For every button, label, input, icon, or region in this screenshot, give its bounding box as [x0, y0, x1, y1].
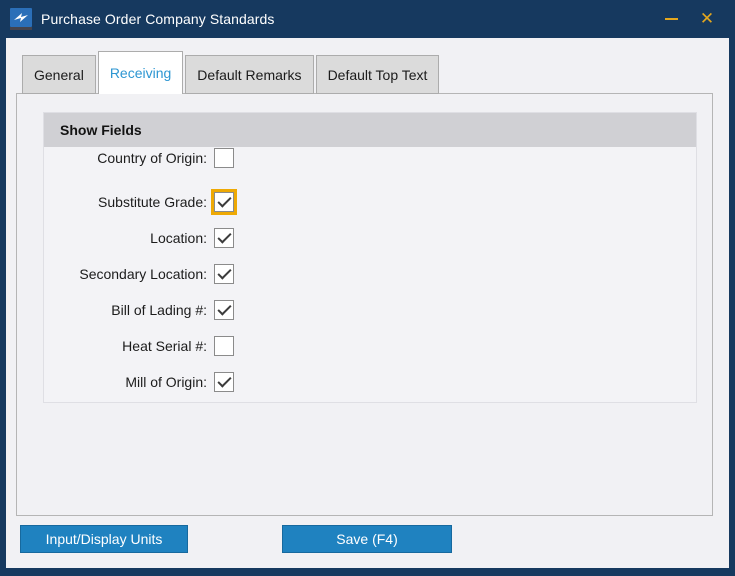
dialog-body: Show Fields Substitute Grade: Location: … — [6, 38, 729, 568]
save-button[interactable]: Save (F4) — [282, 525, 452, 553]
field-label: Substitute Grade: — [98, 194, 207, 210]
minimize-button[interactable] — [653, 0, 689, 38]
field-label: Location: — [150, 230, 207, 246]
field-row-mill-of-origin: Mill of Origin: — [44, 371, 234, 393]
checkbox-location[interactable] — [214, 228, 234, 248]
tab-general[interactable]: General — [22, 55, 96, 94]
checkbox-country-of-origin[interactable] — [214, 148, 234, 168]
show-fields-header: Show Fields — [44, 113, 696, 147]
window-controls: ✕ — [653, 0, 735, 38]
field-row-bill-of-lading: Bill of Lading #: — [44, 299, 234, 321]
checkbox-heat-serial[interactable] — [214, 336, 234, 356]
show-fields-groupbox: Show Fields Substitute Grade: Location: … — [43, 112, 697, 403]
tab-bar: General Receiving Default Remarks Defaul… — [22, 51, 441, 94]
field-row-location: Location: — [44, 227, 234, 249]
tab-receiving[interactable]: Receiving — [97, 51, 184, 94]
app-icon — [10, 8, 32, 30]
minimize-icon — [664, 18, 678, 20]
close-button[interactable]: ✕ — [689, 0, 725, 38]
field-row-secondary-location: Secondary Location: — [44, 263, 234, 285]
field-label: Secondary Location: — [79, 266, 207, 282]
tab-panel-receiving: Show Fields Substitute Grade: Location: … — [16, 93, 713, 516]
titlebar: Purchase Order Company Standards ✕ — [0, 0, 735, 38]
field-label: Heat Serial #: — [122, 338, 207, 354]
field-row-heat-serial: Heat Serial #: — [44, 335, 234, 357]
checkbox-bill-of-lading[interactable] — [214, 300, 234, 320]
tab-default-remarks[interactable]: Default Remarks — [185, 55, 314, 94]
field-label: Country of Origin: — [97, 150, 207, 166]
checkbox-secondary-location[interactable] — [214, 264, 234, 284]
field-label: Bill of Lading #: — [111, 302, 207, 318]
input-display-units-button[interactable]: Input/Display Units — [20, 525, 188, 553]
tab-default-top-text[interactable]: Default Top Text — [315, 55, 440, 94]
field-label: Mill of Origin: — [125, 374, 207, 390]
checkbox-substitute-grade[interactable] — [211, 189, 237, 215]
field-row-country-of-origin: Country of Origin: — [44, 147, 234, 169]
close-icon: ✕ — [699, 9, 715, 28]
window-title: Purchase Order Company Standards — [41, 11, 275, 27]
field-row-substitute-grade: Substitute Grade: — [44, 189, 237, 215]
checkbox-mill-of-origin[interactable] — [214, 372, 234, 392]
